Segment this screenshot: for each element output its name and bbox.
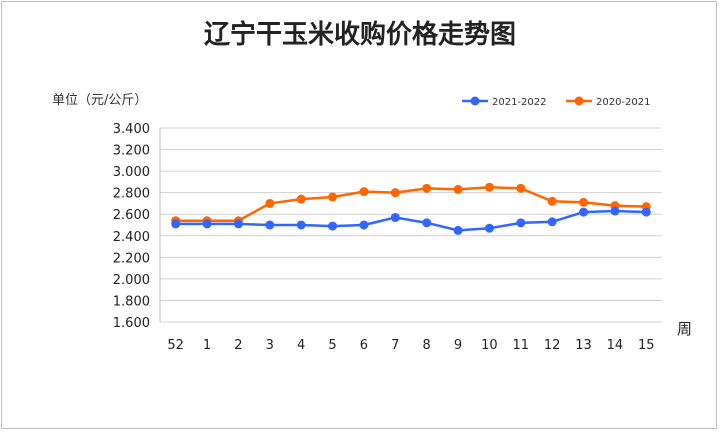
data-point xyxy=(265,220,275,230)
y-tick-label: 3.000 xyxy=(113,165,150,180)
y-tick-label: 2.400 xyxy=(113,230,150,245)
y-tick-labels: 3.400 3.200 3.000 2.800 2.600 2.400 2.200 2.000… xyxy=(113,122,150,331)
data-point xyxy=(296,220,306,230)
grid-lines xyxy=(159,127,662,323)
data-point xyxy=(610,206,620,216)
x-tick-label: 1 xyxy=(203,338,211,353)
x-tick-label: 3 xyxy=(266,338,274,353)
data-point xyxy=(516,218,526,228)
x-tick-label: 10 xyxy=(481,338,498,353)
x-tick-label: 9 xyxy=(454,338,462,353)
data-point xyxy=(516,183,526,193)
y-tick-label: 1.600 xyxy=(113,316,150,331)
data-point xyxy=(359,187,369,197)
data-point xyxy=(359,220,369,230)
data-point xyxy=(265,198,275,208)
x-tick-label: 5 xyxy=(328,338,336,353)
data-point xyxy=(579,207,589,217)
x-tick-label: 12 xyxy=(544,338,561,353)
data-point xyxy=(422,183,432,193)
data-point xyxy=(547,217,557,227)
series-lines xyxy=(171,182,651,235)
data-point xyxy=(202,219,212,229)
x-tick-label: 15 xyxy=(638,338,655,353)
chart-title: 辽宁干玉米收购价格走势图 xyxy=(204,19,516,50)
legend-marker xyxy=(574,96,584,106)
legend: 2021-2022 2020-2021 xyxy=(462,96,651,108)
data-point xyxy=(484,223,494,233)
y-tick-label: 2.000 xyxy=(113,273,150,288)
data-point xyxy=(453,184,463,194)
x-tick-label: 11 xyxy=(513,338,530,353)
x-tick-label: 8 xyxy=(423,338,431,353)
data-point xyxy=(390,212,400,222)
data-point xyxy=(579,197,589,207)
data-point xyxy=(484,182,494,192)
x-tick-labels: 52 1 2 3 4 5 6 7 8 9 10 11 12 13 14 15 xyxy=(167,338,654,353)
legend-label: 2020-2021 xyxy=(596,97,651,108)
data-point xyxy=(296,194,306,204)
data-point xyxy=(547,196,557,206)
data-point xyxy=(328,192,338,202)
y-tick-label: 1.800 xyxy=(113,294,150,309)
y-tick-label: 3.200 xyxy=(113,144,150,159)
legend-label: 2021-2022 xyxy=(492,97,547,108)
x-tick-label: 52 xyxy=(167,338,184,353)
y-tick-label: 2.600 xyxy=(113,208,150,223)
data-point xyxy=(390,188,400,198)
y-tick-label: 3.400 xyxy=(113,122,150,137)
data-point xyxy=(233,219,243,229)
x-tick-label: 2 xyxy=(234,338,242,353)
x-tick-label: 4 xyxy=(297,338,305,353)
x-tick-label: 7 xyxy=(391,338,399,353)
y-axis-unit-label: 单位（元/公斤） xyxy=(52,93,147,108)
data-point xyxy=(641,207,651,217)
data-point xyxy=(328,221,338,231)
data-point xyxy=(422,218,432,228)
x-tick-label: 13 xyxy=(575,338,592,353)
series-line-2021-2022 xyxy=(175,209,647,232)
data-point xyxy=(453,225,463,235)
x-tick-label: 14 xyxy=(607,338,624,353)
y-tick-label: 2.800 xyxy=(113,187,150,202)
series-line-2020-2021 xyxy=(175,186,647,222)
x-axis-label: 周 xyxy=(677,320,692,338)
legend-marker xyxy=(470,96,480,106)
x-tick-label: 6 xyxy=(360,338,368,353)
data-point xyxy=(171,219,181,229)
y-tick-label: 2.200 xyxy=(113,251,150,266)
